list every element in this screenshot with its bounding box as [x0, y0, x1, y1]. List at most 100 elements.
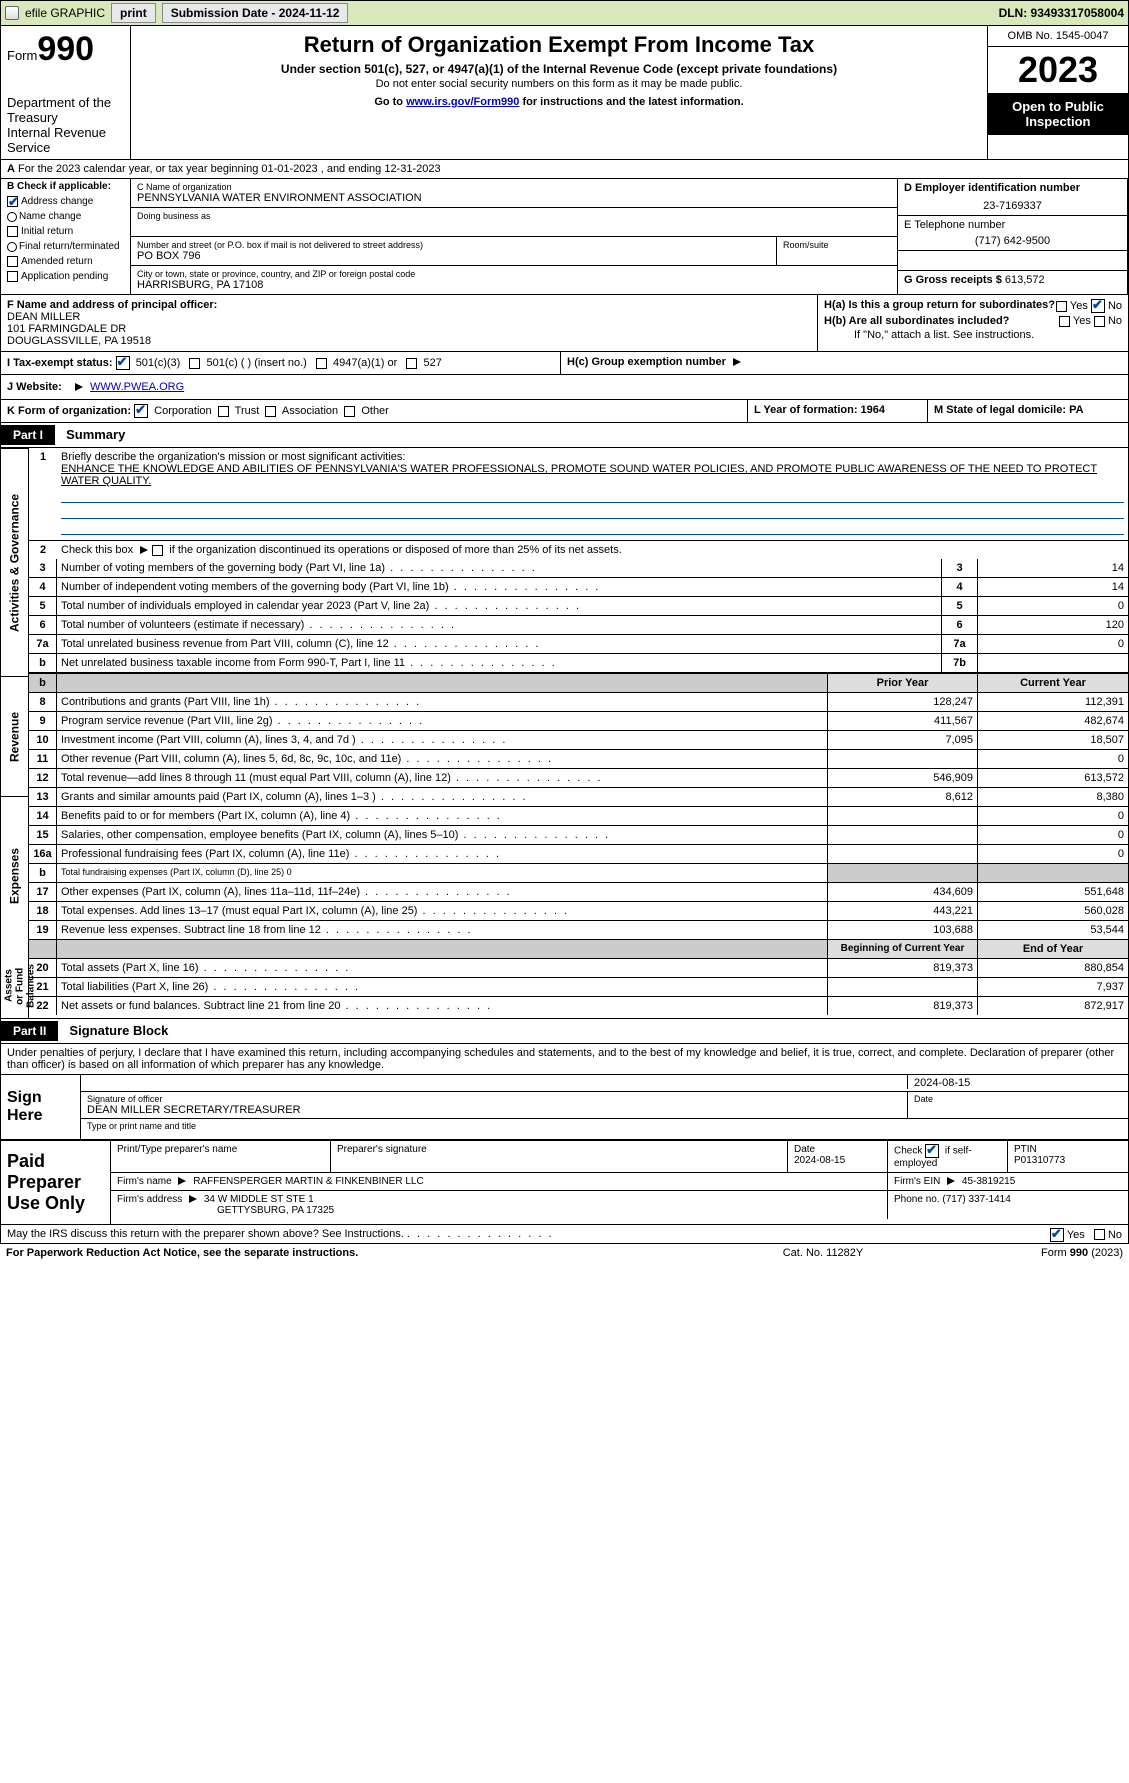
print-button[interactable]: print — [111, 3, 156, 23]
chk-discuss-no[interactable] — [1094, 1229, 1105, 1240]
pp-h4-chk: Check — [894, 1146, 922, 1157]
open-inspection: Open to Public Inspection — [988, 93, 1128, 135]
line-label: Total revenue—add lines 8 through 11 (mu… — [57, 769, 828, 787]
discuss-label: May the IRS discuss this return with the… — [7, 1228, 404, 1240]
phone-value: (717) 642-9500 — [904, 235, 1121, 247]
line-label: Benefits paid to or for members (Part IX… — [57, 807, 828, 825]
chk-address-change[interactable] — [7, 196, 18, 207]
chk-ha-yes[interactable] — [1056, 301, 1067, 312]
line-current: 0 — [978, 807, 1128, 825]
tax-year: 2023 — [988, 47, 1128, 93]
chk-501c3[interactable] — [116, 356, 130, 370]
hdr-begin: Beginning of Current Year — [828, 940, 978, 958]
line-val — [978, 654, 1128, 672]
chk-corp[interactable] — [134, 404, 148, 418]
chk-final-return[interactable] — [7, 242, 17, 252]
opt-501c3: 501(c)(3) — [136, 357, 181, 369]
chk-initial-return[interactable] — [7, 226, 18, 237]
firm-name-label: Firm's name — [117, 1176, 172, 1187]
k-label: K Form of organization: — [7, 405, 131, 417]
m-label: M State of legal domicile: PA — [934, 404, 1084, 416]
firm-ein: 45-3819215 — [962, 1176, 1015, 1187]
org-address: PO BOX 796 — [137, 250, 770, 262]
chk-hb-yes[interactable] — [1059, 316, 1070, 327]
chk-discuss-yes[interactable] — [1050, 1228, 1064, 1242]
pp-ptin: P01310773 — [1014, 1155, 1065, 1166]
side-rev: Revenue — [1, 676, 28, 796]
officer-name: DEAN MILLER — [7, 311, 80, 323]
tax-status-row: I Tax-exempt status: 501(c)(3) 501(c) ( … — [0, 352, 1129, 375]
hdr-end: End of Year — [978, 940, 1128, 958]
opt-4947: 4947(a)(1) or — [333, 357, 397, 369]
sig-declaration: Under penalties of perjury, I declare th… — [0, 1044, 1129, 1075]
line-label: Program service revenue (Part VIII, line… — [57, 712, 828, 730]
chk-application-pending[interactable] — [7, 271, 18, 282]
signature-block: Sign Here 2024-08-15 Signature of office… — [0, 1075, 1129, 1141]
gross-receipts: 613,572 — [1005, 274, 1045, 286]
chk-527[interactable] — [406, 358, 417, 369]
ha-no: No — [1108, 300, 1122, 312]
b-header: B Check if applicable: — [7, 181, 111, 192]
chk-discontinued[interactable] — [152, 545, 163, 556]
e-label: E Telephone number — [904, 219, 1121, 231]
hdr-prior: Prior Year — [828, 674, 978, 692]
website-link[interactable]: WWW.PWEA.ORG — [90, 381, 184, 393]
chk-ha-no[interactable] — [1091, 299, 1105, 313]
topbar: efile GRAPHIC print Submission Date - 20… — [0, 0, 1129, 26]
k-opt1: Trust — [235, 405, 260, 417]
sig-date: 2024-08-15 — [908, 1075, 1128, 1091]
firm-name: RAFFENSPERGER MARTIN & FINKENBINER LLC — [193, 1176, 423, 1187]
chk-self-employed[interactable] — [925, 1144, 939, 1158]
firm-ein-label: Firm's EIN — [894, 1176, 940, 1187]
pp-h5: PTIN — [1014, 1144, 1037, 1155]
summary-table: Activities & Governance Revenue Expenses… — [0, 448, 1129, 1019]
line-num: 11 — [29, 750, 57, 768]
line-num: 15 — [29, 826, 57, 844]
line-label: Total number of volunteers (estimate if … — [57, 616, 942, 634]
chk-501c[interactable] — [189, 358, 200, 369]
dept-label: Department of the Treasury — [7, 95, 124, 125]
addr-label: Number and street (or P.O. box if mail i… — [137, 240, 770, 250]
line-label: Salaries, other compensation, employee b… — [57, 826, 828, 844]
line-num: 12 — [29, 769, 57, 787]
hb-label: H(b) Are all subordinates included? — [824, 315, 1009, 327]
line-current: 880,854 — [978, 959, 1128, 977]
line-prior: 411,567 — [828, 712, 978, 730]
chk-trust[interactable] — [218, 406, 229, 417]
firm-addr2: GETTYSBURG, PA 17325 — [117, 1205, 334, 1216]
part2-header: Part II — [1, 1021, 58, 1041]
line-label: Total number of individuals employed in … — [57, 597, 942, 615]
chk-hb-no[interactable] — [1094, 316, 1105, 327]
efile-icon — [5, 6, 19, 20]
line-ref: 7b — [942, 654, 978, 672]
opt-501c: 501(c) ( ) (insert no.) — [207, 357, 307, 369]
line-prior — [828, 750, 978, 768]
arrow-icon — [140, 546, 148, 554]
line-ref: 7a — [942, 635, 978, 653]
line-ref: 3 — [942, 559, 978, 577]
line-current: 8,380 — [978, 788, 1128, 806]
line-num: 7a — [29, 635, 57, 653]
chk-4947[interactable] — [316, 358, 327, 369]
hb-note: If "No," attach a list. See instructions… — [824, 329, 1122, 341]
omb-label: OMB No. 1545-0047 — [988, 26, 1128, 47]
line-val: 14 — [978, 559, 1128, 577]
instructions-link[interactable]: www.irs.gov/Form990 — [406, 96, 519, 108]
line-label: Professional fundraising fees (Part IX, … — [57, 845, 828, 863]
line-current: 0 — [978, 826, 1128, 844]
line-current: 112,391 — [978, 693, 1128, 711]
chk-assoc[interactable] — [265, 406, 276, 417]
line-num: 4 — [29, 578, 57, 596]
label-a: A — [7, 163, 15, 175]
chk-other[interactable] — [344, 406, 355, 417]
chk-name-change[interactable] — [7, 212, 17, 222]
discuss-no: No — [1108, 1229, 1122, 1241]
hdr-current: Current Year — [978, 674, 1128, 692]
arrow-icon — [75, 383, 83, 391]
line-current: 7,937 — [978, 978, 1128, 996]
arrow-icon — [947, 1177, 955, 1185]
chk-amended-return[interactable] — [7, 256, 18, 267]
line-num: 5 — [29, 597, 57, 615]
ein-value: 23-7169337 — [904, 200, 1121, 212]
k-opt2: Association — [282, 405, 338, 417]
